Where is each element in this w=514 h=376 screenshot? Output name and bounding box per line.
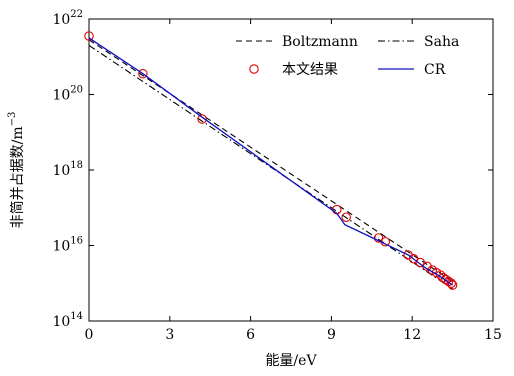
y-axis-label: 非简并占据数/m−3: [7, 112, 26, 229]
result-point: [138, 68, 148, 79]
result-point: [197, 114, 207, 124]
series-group: [84, 31, 458, 290]
y-tick-label: 1022: [52, 9, 83, 28]
y-tick-label: 1018: [52, 160, 83, 179]
result-point: [446, 278, 457, 288]
result-point: [447, 280, 458, 290]
x-tick-label: 0: [85, 327, 94, 343]
y-tick-label: 1016: [52, 236, 83, 255]
legend-label: 本文结果: [282, 62, 338, 78]
x-tick-label: 3: [165, 327, 174, 343]
x-tick-label: 9: [327, 327, 336, 343]
x-tick-label: 15: [484, 327, 502, 343]
saha-line: [88, 44, 453, 290]
x-axis-label: 能量/eV: [265, 353, 317, 369]
y-tick-label: 1014: [52, 311, 83, 330]
boltzmann-line: [88, 39, 453, 282]
legend-label: Boltzmann: [282, 34, 358, 50]
x-tick-label: 6: [246, 327, 255, 343]
legend: Boltzmann Saha 本文结果 CR: [236, 34, 459, 78]
y-tick-label: 1020: [52, 85, 83, 104]
legend-label: Saha: [424, 34, 459, 50]
x-tick-label: 12: [403, 327, 421, 343]
cr-line: [88, 37, 453, 286]
result-point: [341, 212, 351, 222]
legend-label: CR: [424, 62, 446, 78]
ticks: 0 3 6 9 12 15 1014 1016 1018 1020 1022: [52, 9, 501, 343]
legend-marker: [249, 64, 259, 74]
result-point: [84, 31, 94, 41]
